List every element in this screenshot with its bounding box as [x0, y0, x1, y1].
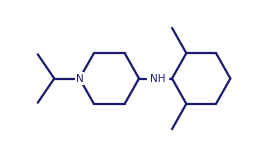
Text: NH: NH — [150, 73, 166, 84]
Text: N: N — [76, 73, 84, 84]
